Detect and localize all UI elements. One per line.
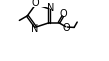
- Text: N: N: [31, 24, 39, 34]
- Text: N: N: [47, 3, 54, 13]
- Text: O: O: [63, 23, 71, 33]
- Text: O: O: [31, 0, 39, 8]
- Text: O: O: [59, 9, 67, 19]
